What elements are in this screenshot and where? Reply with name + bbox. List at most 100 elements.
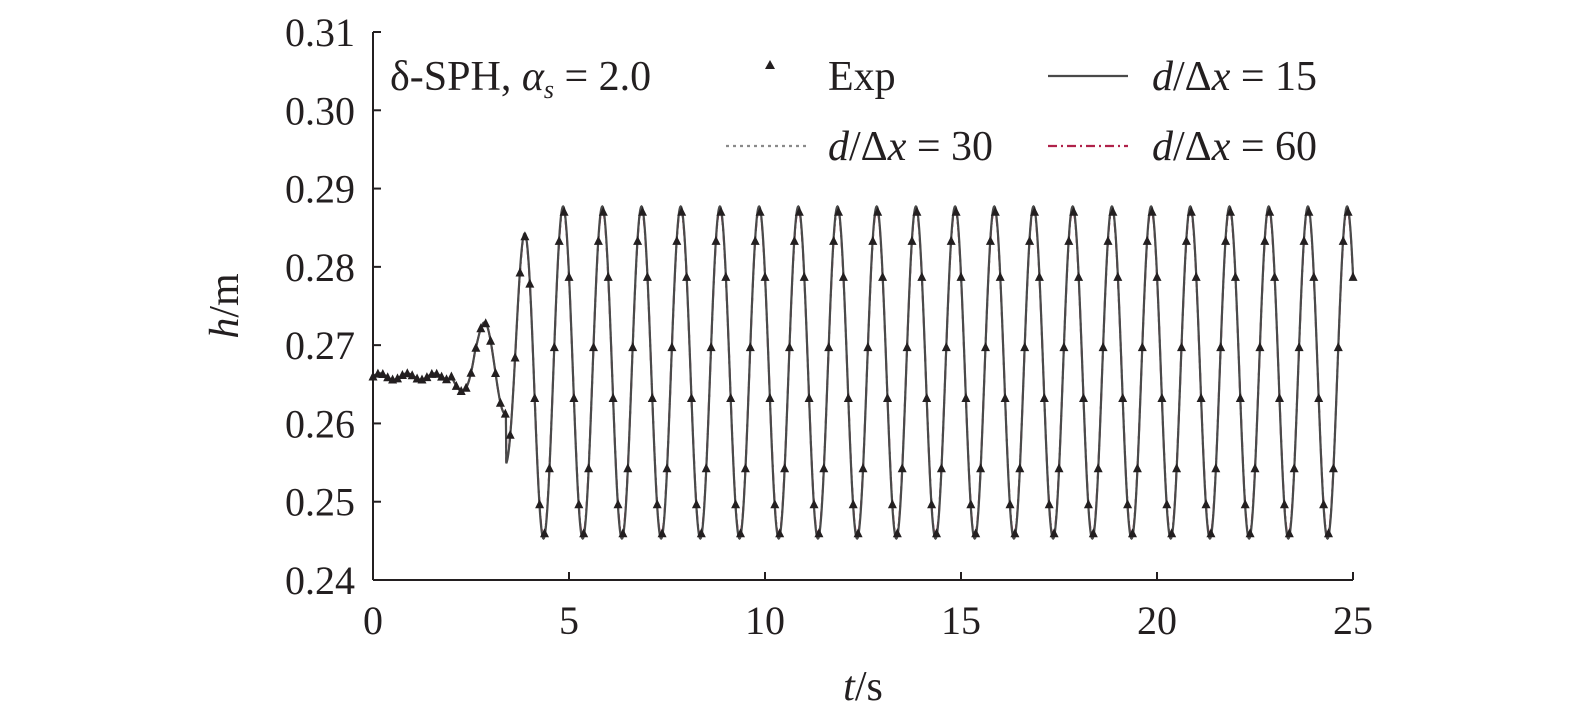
exp-point-168 (1191, 271, 1201, 281)
exp-point-65 (687, 393, 696, 402)
exp-point-135 (1030, 206, 1039, 216)
exp-point-154 (1123, 499, 1133, 509)
exp-point-126 (985, 235, 995, 245)
x-tick-label-0: 0 (363, 598, 383, 643)
exp-point-66 (691, 499, 701, 509)
exp-point-192 (1309, 271, 1319, 281)
legend: δ-SPH, αs = 2.0 Exp d/Δx = 15 d/Δx = 30 … (390, 54, 1317, 170)
series-line-d-x-15 (372, 205, 1355, 541)
exp-point-16 (446, 371, 456, 381)
legend-s30-b: /Δ (849, 124, 888, 170)
exp-point-105 (883, 393, 892, 402)
exp-point-25 (491, 368, 500, 377)
exp-point-92 (819, 463, 829, 473)
exp-point-95 (834, 206, 843, 216)
exp-point-113 (922, 393, 932, 402)
exp-point-85 (785, 342, 794, 352)
exp-point-35 (540, 528, 549, 538)
exp-point-176 (1230, 271, 1240, 281)
exp-point-39 (559, 206, 569, 216)
y-tick-label-6: 0.30 (285, 88, 355, 133)
exp-point-11 (422, 372, 432, 382)
exp-point-117 (941, 342, 951, 352)
legend-s30-c: x (887, 124, 907, 170)
exp-point-69 (706, 342, 716, 352)
exp-point-200 (1348, 271, 1358, 281)
legend-s15-b: /Δ (1173, 54, 1212, 100)
exp-point-10 (417, 374, 427, 384)
legend-s30-d: = 30 (906, 124, 993, 170)
exp-point-148 (1093, 463, 1103, 473)
exp-point-19 (461, 382, 471, 392)
exp-point-61 (667, 342, 677, 352)
exp-point-57 (647, 393, 657, 402)
exp-point-100 (858, 463, 868, 473)
y-tick-label-5: 0.29 (285, 167, 355, 212)
exp-point-84 (780, 463, 790, 473)
ticks: 0 5 10 15 20 25 0.24 0.25 0.26 0.27 0.28 0.29 0.30 0.… (285, 10, 1373, 643)
exp-point-130 (1005, 499, 1015, 509)
x-axis-unit: /s (855, 664, 883, 710)
exp-point-34 (535, 499, 545, 509)
legend-s30-label: d/Δx = 30 (828, 124, 993, 170)
exp-point-2 (378, 369, 388, 378)
exp-point-122 (966, 499, 976, 509)
exp-point-143 (1069, 206, 1079, 216)
exp-point-181 (1255, 342, 1265, 352)
exp-point-55 (638, 206, 647, 216)
legend-heading: δ-SPH, αs = 2.0 (390, 54, 651, 104)
y-tick-label-4: 0.28 (285, 245, 355, 290)
legend-exp-label: Exp (828, 54, 896, 100)
exp-point-145 (1079, 393, 1088, 402)
exp-point-127 (990, 206, 1000, 216)
exp-point-13 (432, 368, 442, 378)
exp-point-40 (564, 271, 574, 281)
legend-s15-c: x (1211, 54, 1231, 100)
exp-point-153 (1118, 393, 1128, 402)
exp-point-171 (1206, 528, 1216, 538)
exp-point-186 (1279, 499, 1289, 509)
exp-point-112 (917, 271, 927, 281)
y-tick-label-1: 0.25 (285, 480, 355, 525)
exp-point-71 (716, 206, 726, 216)
exp-point-142 (1064, 235, 1074, 245)
exp-point-64 (682, 271, 692, 281)
x-tick-label-3: 15 (941, 598, 981, 643)
exp-point-74 (731, 499, 741, 509)
exp-point-183 (1265, 206, 1275, 216)
legend-s60-c: x (1211, 124, 1231, 170)
x-tick-label-4: 20 (1137, 598, 1177, 643)
exp-point-56 (642, 271, 652, 281)
exp-point-170 (1201, 499, 1211, 509)
exp-point-33 (530, 393, 540, 402)
exp-point-109 (902, 342, 912, 352)
exp-point-49 (608, 393, 618, 402)
exp-point-70 (711, 235, 721, 245)
exp-point-68 (701, 463, 711, 473)
x-tick-label-2: 10 (745, 598, 785, 643)
exp-point-165 (1177, 342, 1186, 352)
exp-point-44 (584, 463, 594, 473)
exp-point-32 (525, 278, 535, 288)
exp-point-62 (672, 235, 682, 245)
exp-point-48 (603, 271, 613, 281)
exp-point-103 (873, 206, 883, 216)
exp-point-136 (1034, 271, 1044, 281)
exp-point-196 (1328, 463, 1338, 473)
exp-point-162 (1162, 499, 1172, 509)
exp-point-169 (1196, 393, 1206, 402)
exp-point-43 (579, 528, 589, 538)
exp-point-7 (402, 368, 412, 378)
exp-point-190 (1299, 235, 1309, 245)
legend-s60-b: /Δ (1173, 124, 1212, 170)
exp-point-83 (775, 528, 785, 538)
exp-point-194 (1319, 499, 1329, 509)
exp-point-110 (907, 235, 917, 245)
exp-point-150 (1103, 235, 1113, 245)
exp-point-175 (1226, 206, 1235, 216)
exp-point-137 (1039, 393, 1049, 402)
exp-point-182 (1260, 235, 1270, 245)
exp-point-128 (995, 271, 1005, 281)
y-tick-label-2: 0.26 (285, 401, 355, 446)
